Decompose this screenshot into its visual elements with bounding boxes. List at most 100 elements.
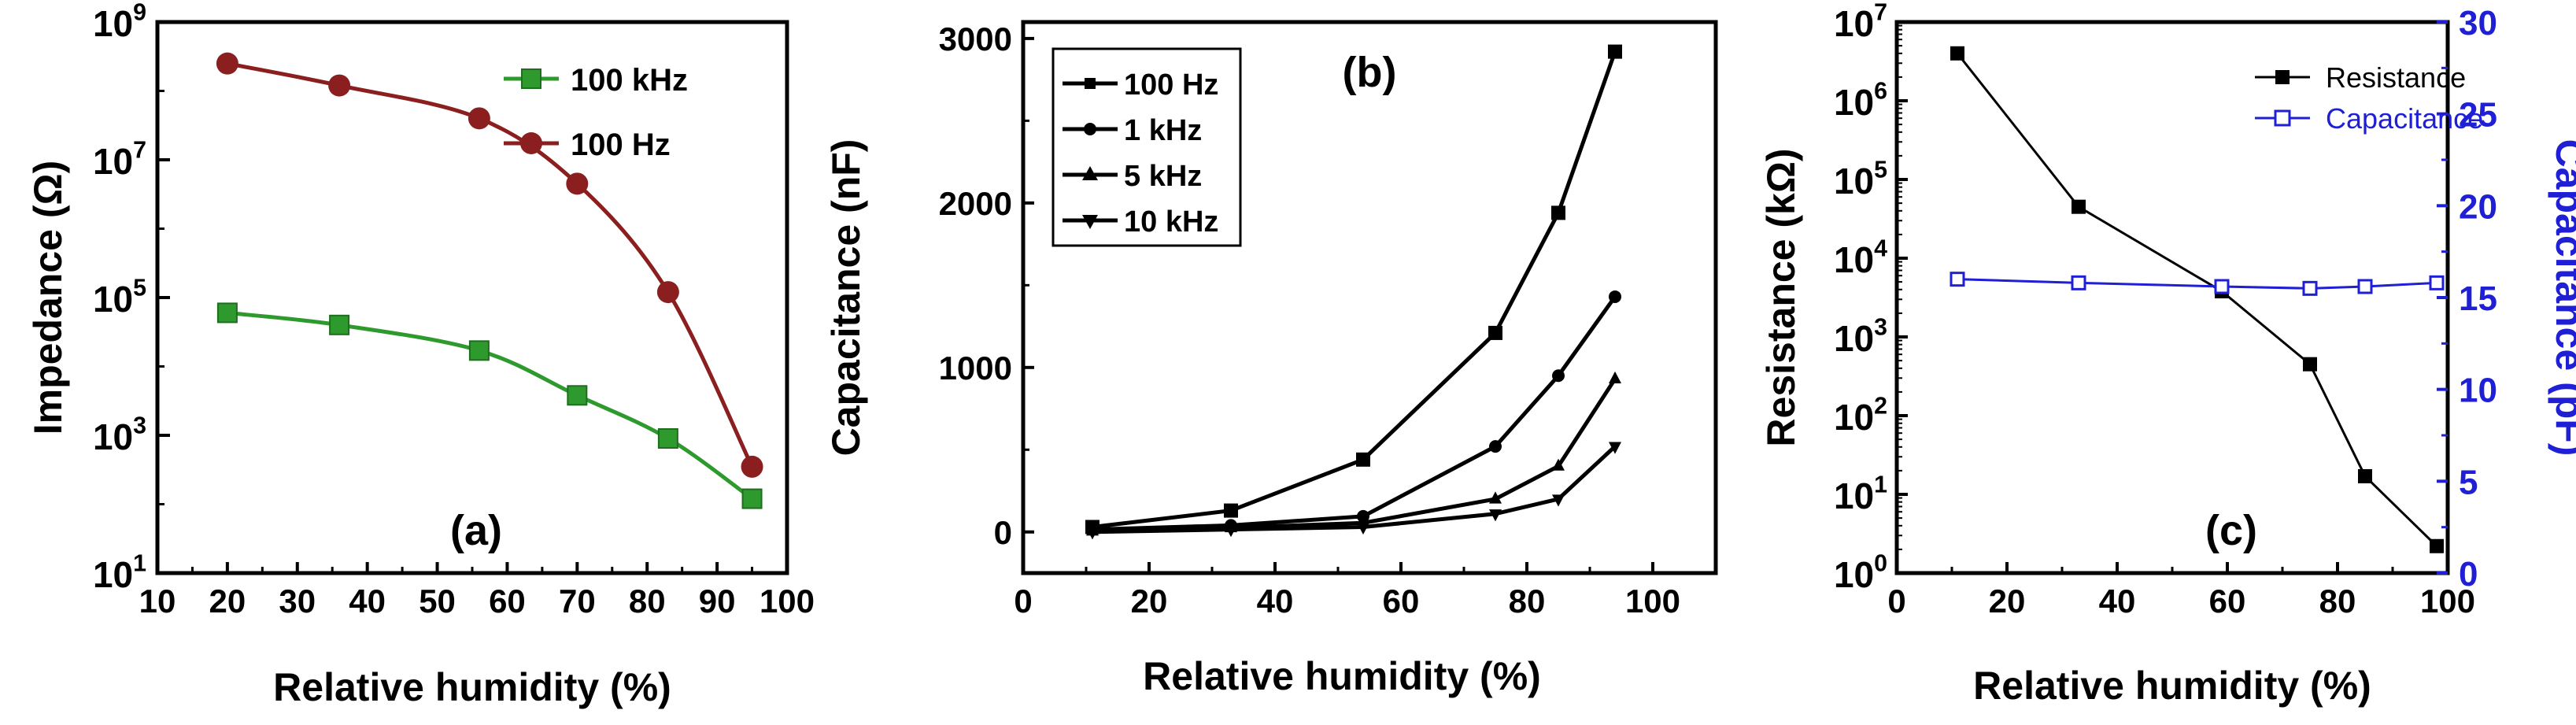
x-tick-label: 80 — [1509, 583, 1546, 620]
data-point — [1225, 525, 1237, 538]
series-line-capacitance — [1957, 278, 2437, 290]
data-point — [216, 302, 238, 324]
y-tick-label: 2000 — [939, 185, 1012, 222]
data-point — [741, 455, 763, 478]
data-point — [1086, 527, 1099, 540]
legend-label-b-1khz: 1 kHz — [1124, 114, 1202, 147]
panel-c-y-ticks: 100 101 102 103 104 105 106 107 — [1834, 0, 1908, 595]
panel-c-y2-ticks: 0 5 10 15 20 25 30 — [2437, 4, 2497, 594]
data-point — [566, 172, 589, 195]
y-tick-label: 101 — [1834, 472, 1887, 516]
panel-a-ylabel: Impedance (Ω) — [26, 161, 70, 435]
series-line-resistance — [1956, 52, 2438, 547]
y-tick-label: 104 — [1834, 235, 1887, 280]
panel-c-x-ticks: 0 20 40 60 80 100 — [1887, 562, 2475, 620]
panel-b-frame — [1021, 20, 1718, 575]
panel-c-plot-area — [1950, 46, 2445, 553]
y-tick-label: 107 — [1834, 0, 1887, 44]
y-tick-label: 103 — [93, 412, 146, 457]
data-point — [2358, 468, 2372, 483]
x-tick-label: 20 — [209, 583, 246, 620]
data-point — [216, 52, 238, 75]
panel-b-plot-area — [1085, 44, 1622, 540]
y-tick-label: 100 — [1834, 550, 1887, 595]
y2-tick-label: 0 — [2459, 555, 2478, 594]
data-point — [1609, 371, 1621, 384]
legend-label-b-5khz: 5 kHz — [1124, 160, 1202, 193]
data-point — [2072, 199, 2086, 214]
panel-c: 0 20 40 60 80 100 100 101 102 103 104 105 106 107 0 5… — [1759, 0, 2576, 708]
y-tick-label: 105 — [93, 275, 146, 320]
y2-tick-label: 15 — [2459, 279, 2497, 318]
data-point — [1224, 503, 1238, 518]
legend-label-b-10khz: 10 kHz — [1124, 205, 1218, 239]
data-point — [656, 281, 679, 304]
data-point — [1552, 458, 1565, 471]
x-tick-label: 40 — [1257, 583, 1294, 620]
y-tick-label: 103 — [1834, 314, 1887, 359]
x-tick-label: 10 — [139, 583, 176, 620]
x-tick-label: 80 — [629, 583, 666, 620]
x-tick-label: 40 — [2099, 583, 2136, 620]
panel-a: 10 20 30 40 50 60 70 80 90 100 101 103 105 107 109 Re… — [26, 0, 815, 709]
x-tick-label: 70 — [559, 583, 596, 620]
data-point — [2429, 275, 2445, 290]
y2-tick-label: 25 — [2459, 96, 2497, 135]
x-tick-label: 80 — [2319, 583, 2356, 620]
data-point — [468, 340, 490, 361]
panel-c-label: (c) — [2205, 507, 2257, 554]
y2-tick-label: 20 — [2459, 187, 2497, 226]
data-point — [2214, 279, 2230, 294]
panel-c-xlabel: Relative humidity (%) — [1973, 664, 2371, 708]
panel-b-ylabel: Capacitance (nF) — [824, 139, 868, 457]
data-point — [1609, 442, 1621, 454]
panel-b-legend: 100 Hz 1 kHz 5 kHz 10 kHz — [1051, 47, 1242, 247]
x-tick-label: 60 — [1383, 583, 1420, 620]
legend-label-capacitance: Capacitance — [2326, 102, 2483, 135]
data-point — [1950, 272, 1965, 287]
data-point — [1551, 205, 1565, 220]
panel-b-label: (b) — [1343, 49, 1397, 96]
data-point — [1608, 44, 1622, 59]
y-tick-label: 107 — [93, 137, 146, 182]
y-tick-label: 1000 — [939, 350, 1012, 387]
data-point — [2302, 280, 2318, 296]
series-line-100-khz — [227, 310, 754, 501]
data-point — [2430, 538, 2444, 553]
panel-a-y-ticks: 101 103 105 107 109 — [93, 0, 170, 595]
y2-tick-label: 30 — [2459, 4, 2497, 43]
panel-a-xlabel: Relative humidity (%) — [273, 665, 671, 709]
data-point — [1552, 494, 1565, 507]
x-tick-label: 40 — [349, 583, 386, 620]
data-point — [1552, 369, 1565, 383]
y2-tick-label: 5 — [2459, 463, 2478, 501]
panel-c-legend: Resistance Capacitance — [2255, 61, 2483, 135]
data-point — [741, 488, 763, 509]
legend-label-resistance: Resistance — [2326, 61, 2466, 94]
x-tick-label: 20 — [1131, 583, 1168, 620]
data-point — [329, 314, 350, 335]
x-tick-label: 100 — [1625, 583, 1680, 620]
data-point — [1489, 440, 1502, 453]
x-tick-label: 90 — [699, 583, 736, 620]
legend-marker-b-10khz — [1082, 215, 1098, 229]
panel-b: 0 20 40 60 80 100 0 1000 2000 3000 Relative humi… — [824, 20, 1718, 698]
series-line-10-khz — [1092, 445, 1617, 535]
x-tick-label: 0 — [1887, 583, 1905, 620]
x-tick-label: 30 — [279, 583, 316, 620]
legend-marker-b-5khz — [1082, 166, 1098, 180]
panel-c-ylabel: Resistance (kΩ) — [1759, 148, 1803, 446]
x-tick-label: 20 — [1989, 583, 2026, 620]
data-point — [1488, 325, 1502, 340]
data-point — [1357, 522, 1369, 535]
data-point — [1609, 290, 1621, 303]
x-tick-label: 60 — [489, 583, 526, 620]
data-point — [2071, 275, 2086, 290]
data-point — [2303, 357, 2317, 372]
data-point — [1356, 452, 1370, 467]
series-line-100-hz — [227, 61, 754, 468]
data-point — [2357, 279, 2373, 294]
y-tick-label: 3000 — [939, 20, 1012, 57]
panel-a-label: (a) — [450, 507, 502, 554]
